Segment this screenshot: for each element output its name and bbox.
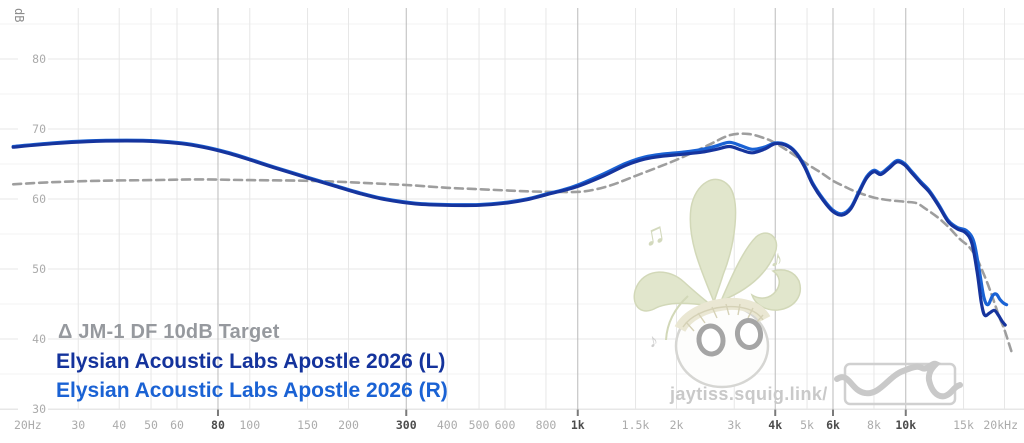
legend-item-left-channel[interactable]: Elysian Acoustic Labs Apostle 2026 (L) [56,350,446,373]
x-axis-baseline [0,409,1024,416]
svg-text:40: 40 [32,332,46,346]
mascot-watermark: ♫ ♪ ♪ [633,178,801,389]
svg-text:80: 80 [211,418,225,432]
logo-squiggle-icon [834,360,963,400]
mascot-hat [674,298,771,333]
svg-text:200: 200 [338,418,359,432]
svg-text:6k: 6k [826,418,840,432]
site-watermark-text: jaytiss.squig.link/ [670,384,828,404]
svg-text:50: 50 [144,418,158,432]
svg-text:10k: 10k [895,418,916,432]
svg-text:2k: 2k [670,418,684,432]
axis-labels: 30 40 50 60 70 80 20Hz 30 40 50 60 80 100 150 200 300 40… [14,52,1018,432]
svg-text:150: 150 [297,418,318,432]
curve-1[interactable] [11,139,1007,327]
music-note-icon: ♪ [769,245,785,273]
svg-text:1k: 1k [571,418,585,432]
mascot-hat-lines [682,303,764,332]
db-axis-unit-label: dB [12,8,26,22]
svg-text:20kHz: 20kHz [983,418,1018,432]
grid-minor-lines [0,23,1024,375]
stem-left [665,295,689,341]
svg-text:300: 300 [396,418,417,432]
svg-text:50: 50 [32,262,46,276]
leaf-hook-right [750,269,801,311]
logo-frame [843,362,957,406]
svg-text:30: 30 [32,402,46,416]
svg-text:60: 60 [170,418,184,432]
svg-text:80: 80 [32,52,46,66]
svg-text:800: 800 [536,418,557,432]
legend-item-target[interactable]: Δ JM-1 DF 10dB Target [58,321,280,343]
svg-text:40: 40 [112,418,126,432]
legend: Δ JM-1 DF 10dB Target Elysian Acoustic L… [56,322,448,401]
curve-2[interactable] [11,138,1009,307]
svg-text:1.5k: 1.5k [622,418,650,432]
leaf-right [719,232,778,303]
leaf-center [689,178,737,305]
mascot-eye-right [734,318,764,350]
mascot-eye-left [696,323,726,357]
svg-text:15k: 15k [953,418,974,432]
squiglink-logo[interactable] [834,360,963,406]
leaf-left [633,271,715,312]
svg-text:70: 70 [32,122,46,136]
music-note-icon: ♪ [646,330,660,353]
svg-text:600: 600 [495,418,516,432]
svg-text:8k: 8k [867,418,881,432]
svg-text:30: 30 [71,418,85,432]
svg-text:3k: 3k [727,418,741,432]
svg-text:400: 400 [437,418,458,432]
svg-text:60: 60 [32,192,46,206]
svg-text:4k: 4k [768,418,782,432]
svg-text:500: 500 [469,418,490,432]
svg-text:5k: 5k [800,418,814,432]
music-note-icon: ♫ [640,216,668,252]
svg-text:100: 100 [239,418,260,432]
series-curves[interactable] [11,132,1013,353]
svg-text:20Hz: 20Hz [14,418,42,432]
curve-0[interactable] [11,132,1013,353]
legend-item-right-channel[interactable]: Elysian Acoustic Labs Apostle 2026 (R) [56,379,448,402]
